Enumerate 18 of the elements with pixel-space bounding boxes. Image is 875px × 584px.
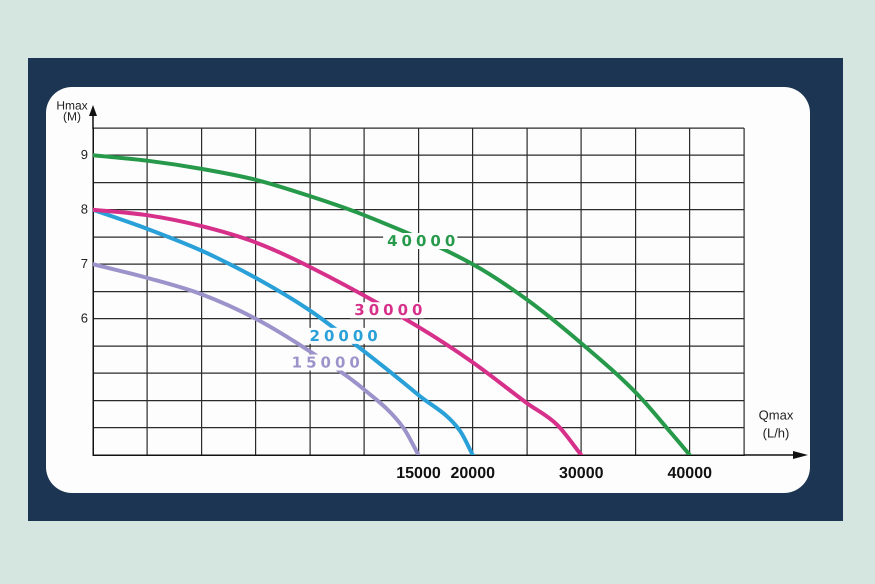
- line-series: [93, 208, 475, 455]
- series-label: 30000: [354, 301, 426, 320]
- y-tick-label: 9: [80, 146, 88, 162]
- line-series: [93, 208, 584, 455]
- y-tick-label: 7: [80, 256, 88, 271]
- series-label: 40000: [387, 232, 460, 250]
- series-label: 20000: [310, 326, 382, 345]
- y-tick-label: 8: [80, 201, 88, 216]
- y-axis-title: Hmax (M): [56, 98, 88, 124]
- series-label: 15000: [292, 353, 364, 372]
- x-tick-label: 40000: [668, 465, 712, 482]
- line-series: [93, 262, 420, 455]
- x-tick-label: 30000: [559, 465, 604, 482]
- y-tick-label: 6: [80, 310, 88, 326]
- x-tick-label: 15000: [396, 465, 441, 482]
- x-axis-title: Qmax (L/h): [758, 408, 794, 441]
- line-series: [93, 153, 692, 455]
- x-tick-label: 20000: [450, 465, 496, 482]
